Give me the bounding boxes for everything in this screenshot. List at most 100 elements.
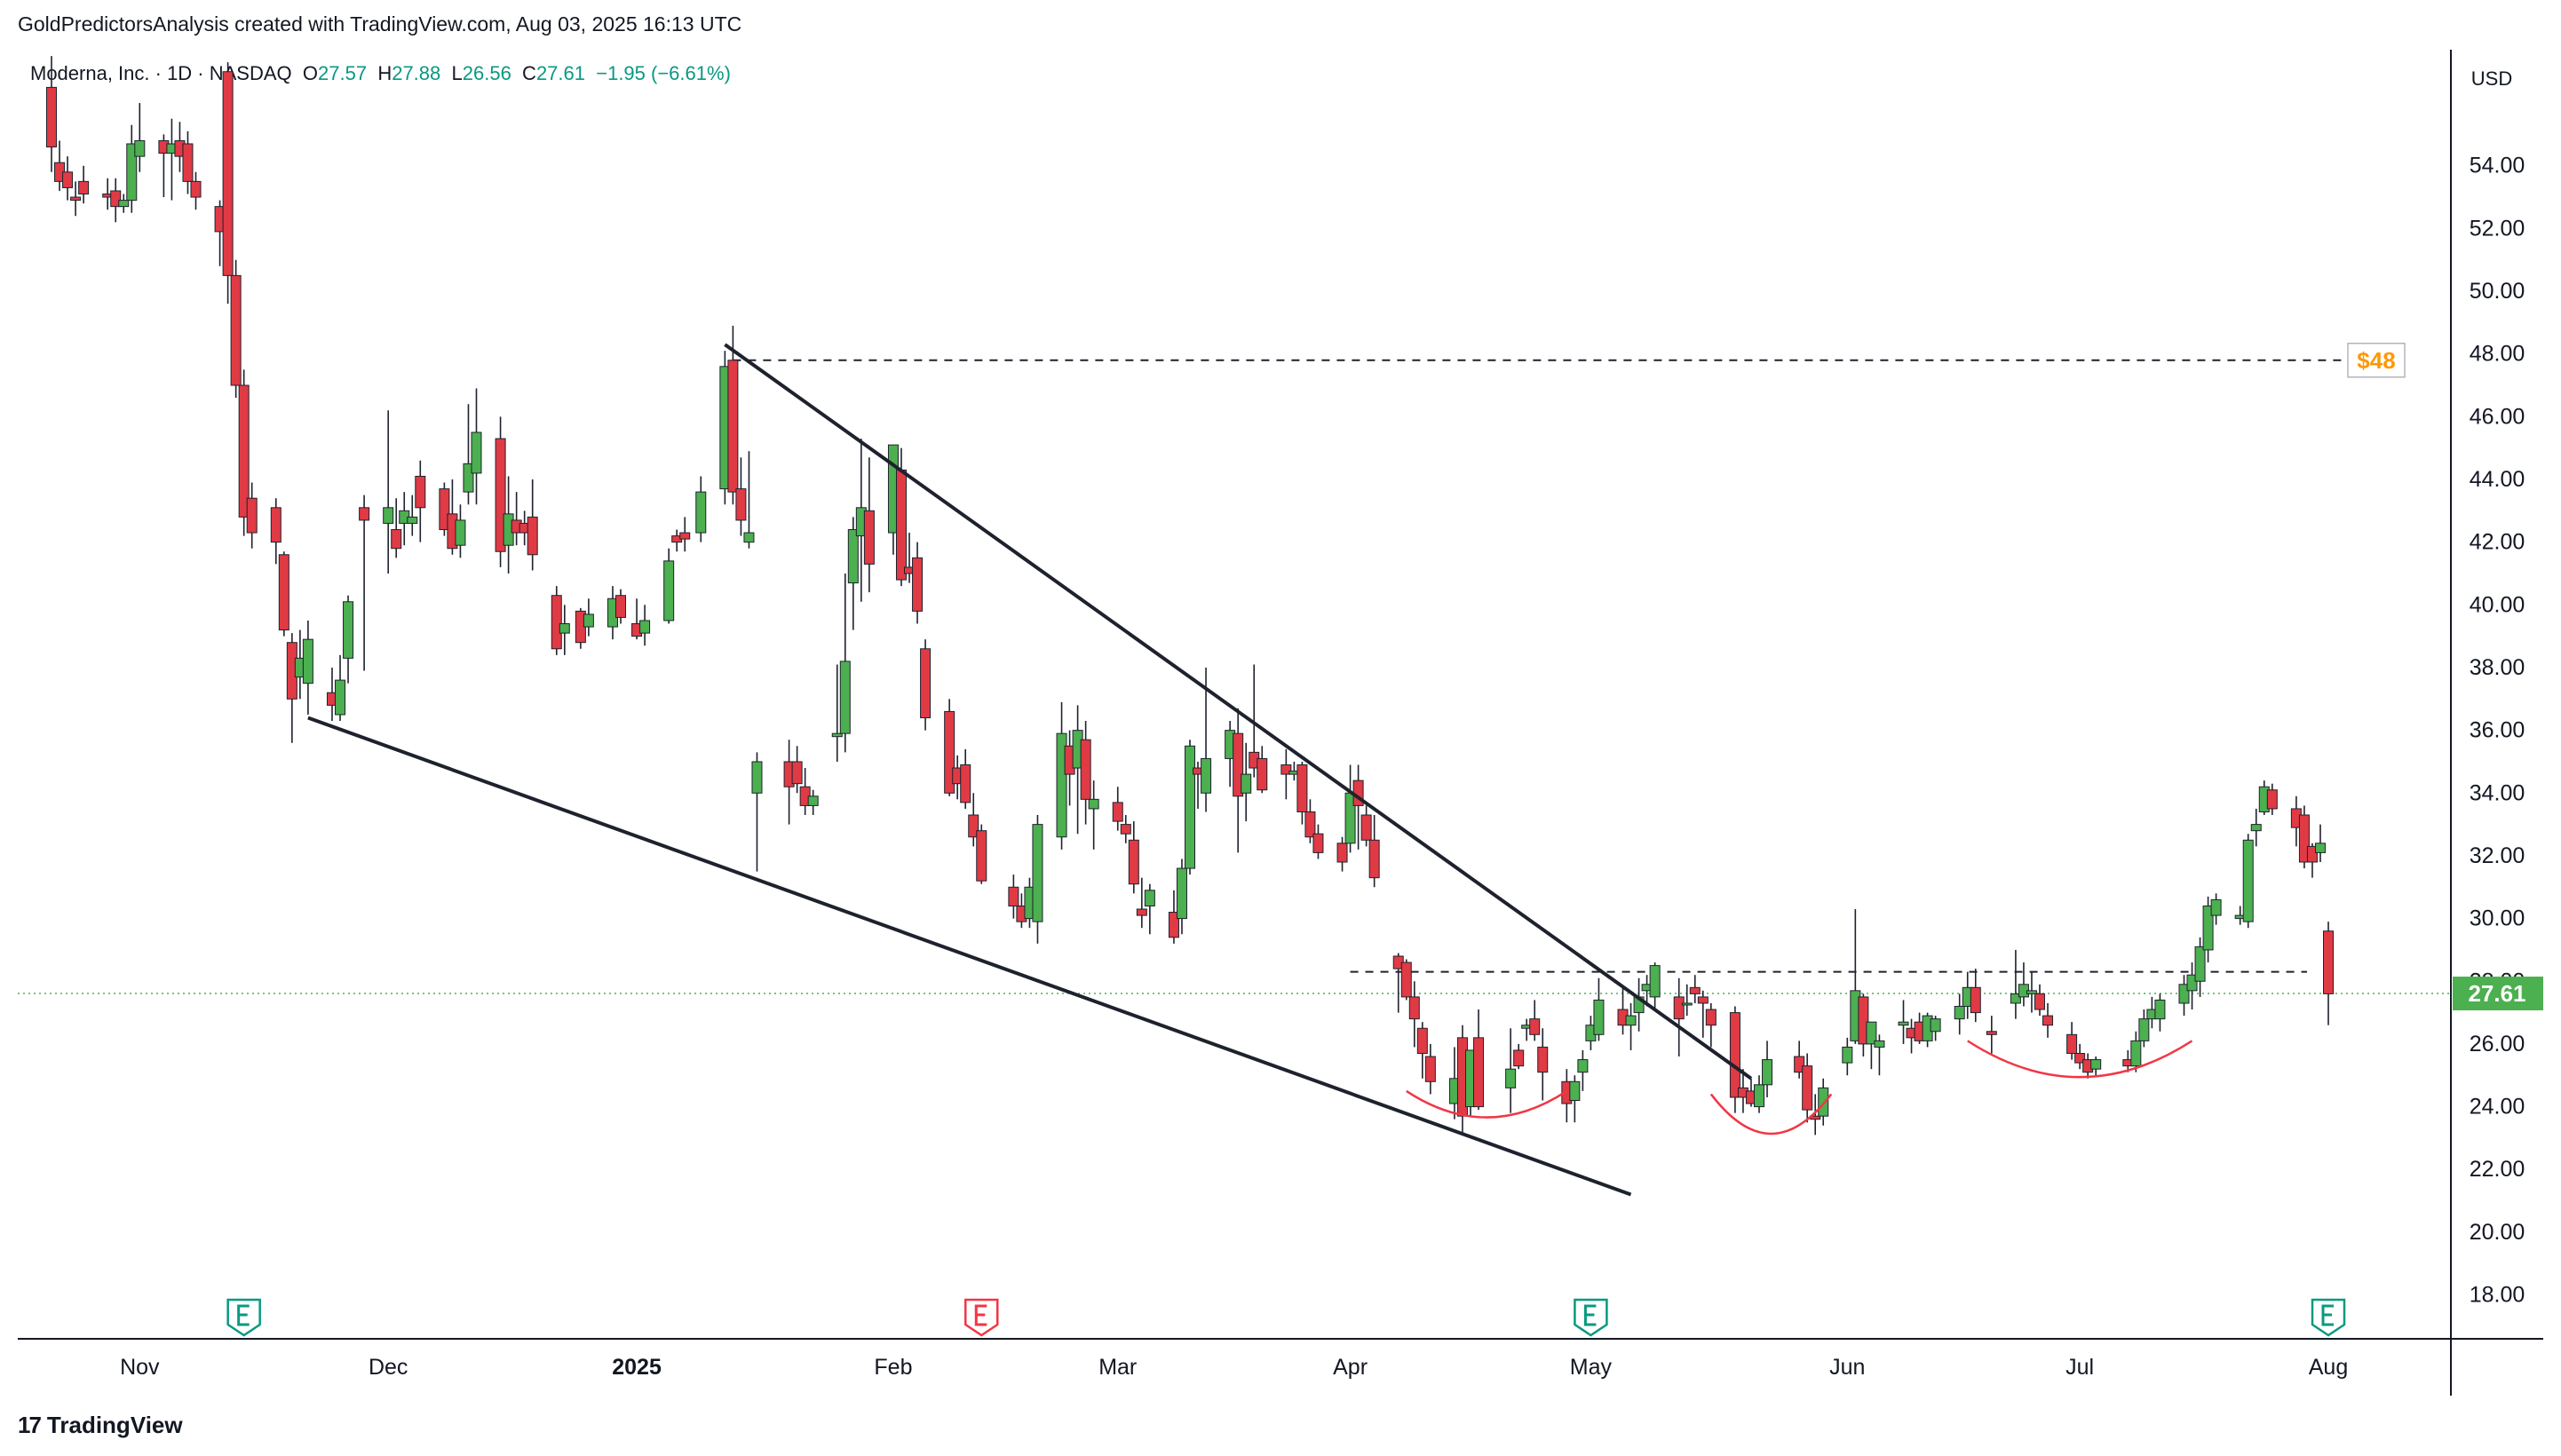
candle (1312, 824, 1324, 859)
candle (1729, 1006, 1740, 1113)
candle-body (912, 557, 924, 612)
legend-symbol[interactable]: Moderna, Inc. · 1D · NASDAQ (30, 62, 292, 84)
candle (1537, 1028, 1549, 1101)
candle (2154, 993, 2166, 1032)
x-tick-label: May (1570, 1355, 1613, 1380)
candle-body (679, 532, 691, 540)
candle-body (615, 595, 626, 618)
candle (1874, 1034, 1885, 1076)
candle (1593, 977, 1605, 1041)
chart-attribution: GoldPredictorsAnalysis created with Trad… (18, 12, 742, 36)
candle (1344, 764, 1356, 853)
y-tick-label: 34.00 (2470, 780, 2525, 805)
candle-body (2266, 789, 2278, 810)
candle-body (583, 613, 594, 628)
candle (2010, 949, 2021, 1019)
candle (126, 124, 138, 213)
candle-body (920, 648, 932, 718)
legend-close: 27.61 (535, 62, 585, 84)
candle-body (551, 595, 562, 650)
candle-body (1858, 996, 1869, 1045)
candle (1617, 987, 1629, 1035)
candle (1257, 746, 1268, 794)
candle-body (1689, 986, 1701, 994)
candle (1241, 742, 1252, 822)
candle-body (1408, 996, 1420, 1020)
candle (2138, 1009, 2150, 1048)
candle (383, 410, 394, 574)
levels-layer: $48 27.61 (18, 343, 2543, 1011)
candle (1762, 1041, 1773, 1097)
candle-body (1794, 1056, 1805, 1073)
candle (2306, 843, 2318, 878)
candle-body (1842, 1046, 1853, 1064)
candle-body (791, 761, 803, 785)
candle (920, 639, 932, 731)
candle (1986, 1016, 1997, 1054)
candle (1513, 1043, 1525, 1070)
candle-body (1705, 1009, 1717, 1026)
candle (2130, 1031, 2142, 1072)
currency-label: USD (2471, 67, 2512, 90)
y-tick-label: 38.00 (2470, 655, 2525, 680)
candle-body (2034, 993, 2045, 1010)
candle-body (1424, 1056, 1436, 1082)
candle (1280, 748, 1292, 800)
candle (78, 165, 90, 204)
candle (615, 589, 626, 624)
y-tick-label: 18.00 (2470, 1283, 2525, 1308)
candle (839, 573, 851, 753)
candle (2178, 975, 2190, 1017)
candle (190, 171, 202, 210)
candle-body (751, 761, 763, 794)
candle (343, 595, 354, 684)
y-tick-label: 24.00 (2470, 1095, 2525, 1120)
earnings-icon (1574, 1298, 1608, 1337)
candle-body (1697, 996, 1709, 1004)
candle-body (439, 488, 450, 531)
candle (2298, 805, 2310, 869)
legend-change: −1.95 (−6.61%) (596, 62, 731, 84)
candle-body (415, 475, 426, 509)
candle (2323, 922, 2334, 1025)
y-tick-label: 40.00 (2470, 592, 2525, 617)
candle-body (1513, 1049, 1525, 1067)
candle-body (46, 86, 57, 148)
candle (2194, 937, 2206, 997)
candle-body (559, 623, 570, 634)
candle-body (2042, 1015, 2054, 1026)
candle-body (2202, 905, 2214, 951)
resistance-label: $48 (2357, 347, 2395, 374)
tradingview-logo[interactable]: 17 TradingView (18, 1412, 183, 1439)
candle-body (2130, 1040, 2142, 1067)
candle-body (2314, 843, 2326, 853)
candle (807, 789, 819, 816)
candle-body (230, 274, 242, 386)
candle-body (2074, 1053, 2086, 1064)
tradingview-logo-icon: 17 (18, 1412, 42, 1438)
candle-body (1866, 1021, 1877, 1045)
candle-body (863, 510, 875, 565)
candle-body (1416, 1027, 1428, 1055)
candle-body (2323, 930, 2334, 994)
candle (2074, 1043, 2086, 1070)
y-tick-label: 42.00 (2470, 530, 2525, 555)
earnings-icon-shape (2311, 1298, 2346, 1337)
candle-body (1818, 1087, 1829, 1117)
candle-body (2306, 845, 2318, 863)
candle-body (2138, 1018, 2150, 1041)
y-tick-label: 46.00 (2470, 404, 2525, 429)
y-tick-label: 54.00 (2470, 154, 2525, 178)
rounded-bottom-arc (1967, 1040, 2193, 1079)
candle-body (1136, 908, 1147, 916)
candle (2314, 824, 2326, 863)
candle (1176, 859, 1187, 935)
candle (1681, 984, 1693, 1017)
candle-body (1144, 890, 1155, 906)
candle (278, 551, 289, 637)
candle (1233, 708, 1244, 853)
candle-body (847, 529, 859, 584)
candle-body (1088, 798, 1099, 810)
x-tick-label: Jul (2065, 1355, 2094, 1380)
